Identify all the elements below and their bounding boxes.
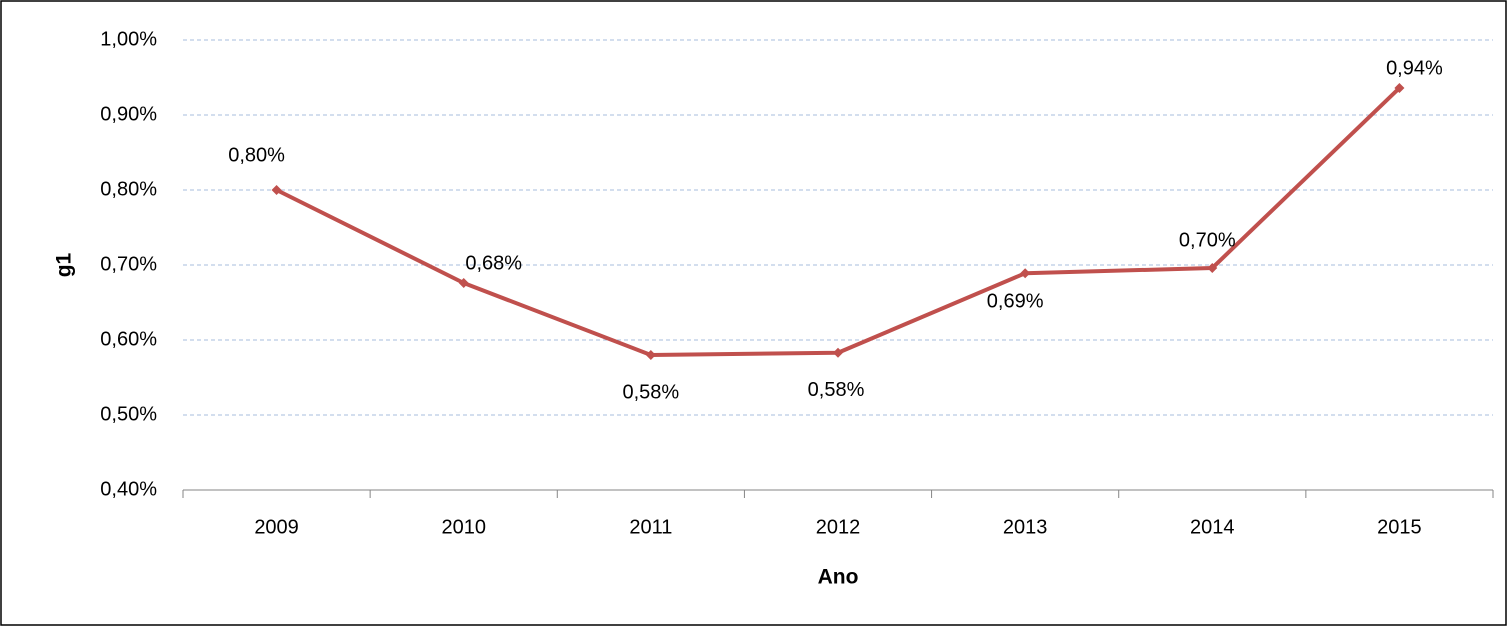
y-tick-label: 0,40% xyxy=(100,478,157,500)
marker xyxy=(271,185,282,195)
data-label: 0,80% xyxy=(228,144,285,166)
x-tick-label: 2012 xyxy=(816,516,861,538)
data-label: 0,68% xyxy=(465,252,522,274)
data-label: 0,58% xyxy=(808,379,865,401)
data-label: 0,94% xyxy=(1386,57,1443,79)
marker xyxy=(833,347,843,358)
data-label: 0,58% xyxy=(622,381,679,403)
x-axis-title: Ano xyxy=(818,566,859,589)
marker xyxy=(1207,263,1218,273)
y-tick-label: 0,90% xyxy=(100,103,157,125)
x-tick-label: 2015 xyxy=(1377,516,1422,538)
x-tick-label: 2009 xyxy=(254,516,299,538)
marker xyxy=(458,278,469,288)
marker xyxy=(645,350,656,360)
x-tick-label: 2011 xyxy=(629,516,672,538)
x-tick-label: 2014 xyxy=(1190,516,1235,538)
marker xyxy=(1394,83,1405,93)
y-tick-label: 1,00% xyxy=(100,28,157,50)
y-axis-title: g1 xyxy=(53,252,76,277)
y-tick-label: 0,50% xyxy=(100,403,157,425)
data-label: 0,70% xyxy=(1179,229,1236,251)
y-tick-label: 0,70% xyxy=(100,253,157,275)
x-tick-label: 2013 xyxy=(1003,516,1048,538)
marker xyxy=(1020,268,1031,279)
data-label: 0,69% xyxy=(987,291,1044,313)
x-tick-label: 2010 xyxy=(441,516,486,538)
y-tick-label: 0,80% xyxy=(100,178,157,200)
y-tick-label: 0,60% xyxy=(100,328,157,350)
